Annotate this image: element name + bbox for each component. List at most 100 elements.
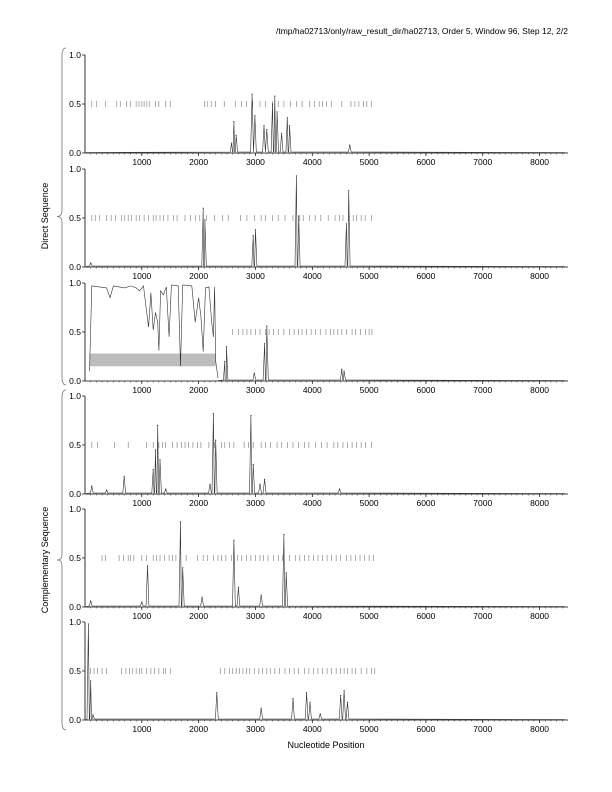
x-tick-label: 8000 bbox=[530, 385, 549, 395]
y-tick-label: 1.0 bbox=[69, 164, 81, 174]
peak-point bbox=[276, 111, 278, 113]
peak-point bbox=[263, 478, 266, 480]
peak-point bbox=[253, 372, 255, 374]
peak-point bbox=[266, 325, 268, 327]
brace-direct bbox=[56, 47, 67, 386]
x-tick-label: 2000 bbox=[189, 498, 208, 508]
peak-point bbox=[237, 586, 240, 589]
x-tick-label: 8000 bbox=[530, 157, 549, 167]
x-tick-label: 7000 bbox=[473, 271, 492, 281]
peak-point bbox=[215, 439, 217, 441]
peak-point bbox=[105, 489, 108, 491]
figure-header: /tmp/ha02713/only/raw_result_dir/ha02713… bbox=[276, 26, 568, 36]
peak-point bbox=[250, 415, 252, 417]
x-tick-label: 4000 bbox=[303, 724, 322, 734]
peak-point bbox=[254, 229, 257, 231]
peak-point bbox=[90, 680, 92, 682]
peak-point bbox=[346, 701, 349, 703]
panel-5: 0.0 0.5 1.0 1000 2000 3000 4000 5000 6000 7000 800… bbox=[69, 504, 568, 621]
x-tick-label: 6000 bbox=[416, 157, 435, 167]
y-tick-label: 1.0 bbox=[69, 504, 81, 514]
peak-point bbox=[146, 565, 149, 567]
x-tick-label: 2000 bbox=[189, 385, 208, 395]
x-tick-label: 7000 bbox=[473, 611, 492, 621]
x-tick-label: 3000 bbox=[246, 611, 265, 621]
y-tick-label: 0.5 bbox=[69, 440, 81, 450]
x-tick-label: 5000 bbox=[360, 157, 379, 167]
x-tick-label: 1000 bbox=[132, 157, 151, 167]
y-tick-label: 1.0 bbox=[69, 278, 81, 288]
peak-point bbox=[345, 223, 347, 225]
x-tick-label: 7000 bbox=[473, 157, 492, 167]
peak-point bbox=[157, 424, 159, 426]
group-label-direct: Direct Sequence bbox=[40, 183, 50, 250]
y-tick-label: 1.0 bbox=[69, 50, 81, 60]
peak-point bbox=[179, 521, 182, 523]
y-tick-label: 0.0 bbox=[69, 489, 81, 499]
panel-1: 0.0 0.5 1.0 1000 2000 3000 4000 5000 6000 7000 800… bbox=[69, 50, 568, 167]
x-tick-label: 6000 bbox=[416, 385, 435, 395]
panel-4: 0.0 0.5 1.0 1000 2000 3000 4000 5000 6000 7000 800… bbox=[69, 391, 568, 508]
series-line bbox=[217, 326, 566, 381]
series-line bbox=[85, 623, 566, 720]
peak-point bbox=[260, 594, 262, 596]
x-tick-label: 1000 bbox=[132, 385, 151, 395]
x-tick-label: 5000 bbox=[360, 271, 379, 281]
x-tick-label: 2000 bbox=[189, 611, 208, 621]
x-tick-label: 1000 bbox=[132, 271, 151, 281]
x-tick-label: 2000 bbox=[189, 724, 208, 734]
peak-point bbox=[224, 360, 226, 362]
x-tick-label: 8000 bbox=[530, 724, 549, 734]
peak-point bbox=[343, 370, 345, 372]
x-tick-label: 6000 bbox=[416, 271, 435, 281]
panel-3: 0.0 0.5 1.0 1000 2000 3000 4000 5000 6000 7000 800… bbox=[69, 278, 568, 395]
series-line bbox=[86, 94, 566, 153]
series-line bbox=[86, 521, 566, 607]
series-line bbox=[86, 413, 566, 494]
x-tick-label: 8000 bbox=[530, 498, 549, 508]
x-tick-label: 5000 bbox=[360, 498, 379, 508]
peak-point bbox=[216, 691, 218, 694]
y-tick-label: 0.0 bbox=[69, 262, 81, 272]
peak-point bbox=[201, 596, 203, 598]
y-tick-label: 1.0 bbox=[69, 617, 81, 627]
peak-point bbox=[309, 701, 311, 703]
peak-point bbox=[259, 483, 261, 485]
x-tick-label: 4000 bbox=[303, 498, 322, 508]
x-tick-label: 4000 bbox=[303, 611, 322, 621]
series-high-segment bbox=[89, 284, 219, 379]
peak-point bbox=[235, 134, 237, 136]
peak-point bbox=[260, 707, 262, 709]
x-tick-label: 7000 bbox=[473, 385, 492, 395]
x-tick-label: 7000 bbox=[473, 498, 492, 508]
peak-point bbox=[286, 117, 288, 119]
x-tick-label: 6000 bbox=[416, 498, 435, 508]
x-tick-label: 3000 bbox=[246, 498, 265, 508]
x-tick-label: 1000 bbox=[132, 611, 151, 621]
peak-point bbox=[281, 132, 283, 134]
x-tick-label: 6000 bbox=[416, 611, 435, 621]
x-axis-label: Nucleotide Position bbox=[287, 740, 364, 750]
x-tick-label: 3000 bbox=[246, 271, 265, 281]
y-tick-label: 0.5 bbox=[69, 666, 81, 676]
peak-point bbox=[152, 468, 154, 471]
peak-point bbox=[141, 601, 143, 603]
peak-point bbox=[266, 128, 268, 131]
peak-point bbox=[233, 121, 235, 123]
peak-point bbox=[182, 567, 184, 569]
x-tick-label: 3000 bbox=[246, 385, 265, 395]
panel-2: 0.0 0.5 1.0 1000 2000 3000 4000 5000 6000 7000 800… bbox=[69, 164, 568, 281]
y-tick-label: 0.5 bbox=[69, 99, 81, 109]
x-tick-label: 4000 bbox=[303, 385, 322, 395]
peak-point bbox=[123, 475, 125, 477]
peak-point bbox=[204, 219, 206, 221]
peak-point bbox=[338, 488, 341, 490]
x-tick-label: 7000 bbox=[473, 724, 492, 734]
peak-point bbox=[306, 691, 308, 694]
peak-point bbox=[349, 144, 351, 146]
peak-point bbox=[285, 572, 287, 574]
y-tick-label: 0.5 bbox=[69, 213, 81, 223]
x-tick-label: 8000 bbox=[530, 271, 549, 281]
x-tick-label: 3000 bbox=[246, 157, 265, 167]
